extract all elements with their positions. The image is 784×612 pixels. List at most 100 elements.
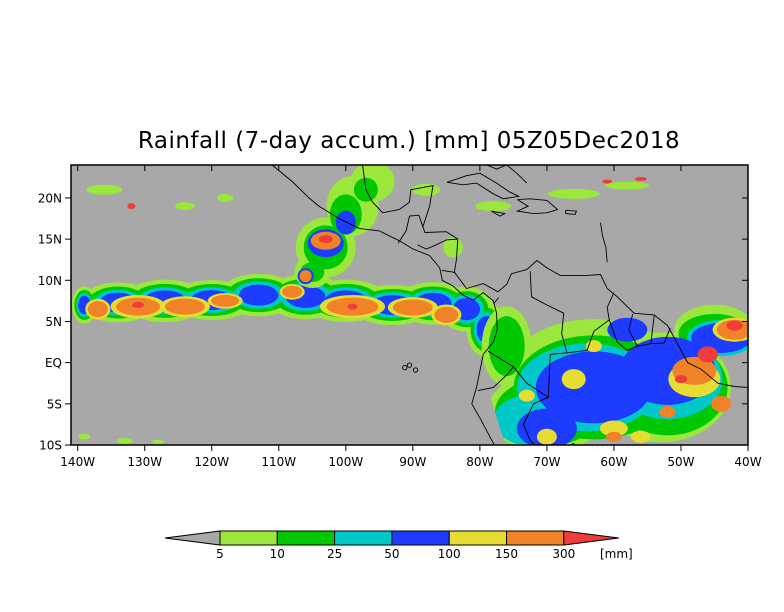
panama-border	[493, 297, 499, 304]
hispaniola-coastline	[515, 198, 559, 215]
rain-patch	[536, 428, 557, 445]
rain-patch	[282, 285, 303, 298]
rain-patch	[116, 437, 133, 444]
rain-patch	[174, 202, 195, 211]
lon-tick-label: 70W	[533, 455, 560, 469]
lat-tick-label: 10S	[39, 439, 62, 453]
rain-patch	[659, 406, 676, 419]
lon-tick-label: 110W	[261, 455, 296, 469]
colorbar-label: 50	[384, 547, 399, 561]
rain-patch	[602, 179, 613, 184]
rain-patch	[488, 316, 525, 377]
coastline-layer	[271, 165, 748, 445]
rain-patch	[674, 375, 687, 384]
puerto-rico-coastline	[565, 209, 578, 215]
rain-patch	[152, 439, 165, 444]
rain-patch	[697, 346, 718, 363]
rain-patch	[87, 301, 108, 318]
colorbar-bin	[219, 530, 278, 546]
colorbar-label: 25	[327, 547, 342, 561]
rain-patch	[726, 320, 743, 331]
bahamas-coastline	[486, 165, 528, 184]
lesser-antilles	[600, 222, 608, 263]
rain-patch	[412, 183, 441, 196]
colorbar-unit: [mm]	[600, 547, 633, 561]
fr-guiana-border	[650, 315, 655, 344]
lon-tick-label: 80W	[466, 455, 493, 469]
colorbar-bin	[334, 530, 393, 546]
lon-tick-label: 60W	[600, 455, 627, 469]
rain-patch	[335, 210, 356, 235]
lon-tick-label: 100W	[328, 455, 363, 469]
rain-patch	[630, 430, 651, 443]
colorbar-low-triangle	[164, 530, 221, 546]
colorbar-label: 300	[552, 547, 575, 561]
rain-patch	[211, 294, 240, 307]
rain-patch	[434, 306, 459, 323]
galapagos-island	[402, 364, 408, 371]
rain-patch	[443, 237, 464, 258]
rain-patch	[518, 389, 535, 402]
lon-tick-label: 50W	[667, 455, 694, 469]
rain-patch	[299, 270, 312, 283]
colorbar-bin	[391, 530, 450, 546]
rain-patch	[711, 395, 732, 412]
rain-patch	[238, 284, 279, 306]
colorbar-bin	[448, 530, 508, 546]
caribbean-atlantic-coastline	[362, 165, 748, 388]
lat-tick-label: 5N	[45, 315, 62, 329]
costa-rica-border	[441, 269, 456, 274]
guatemala-border	[397, 214, 424, 244]
lon-tick-label: 90W	[399, 455, 426, 469]
dry-coast-region	[470, 395, 506, 445]
axis-layer: 20N 15N 10N 5N EQ 5S 10S 140W 130W 120W 110W 100W 90…	[38, 165, 762, 469]
lon-tick-label: 40W	[734, 455, 761, 469]
rain-patch	[127, 203, 136, 210]
lat-tick-label: 20N	[38, 191, 62, 205]
rain-patch	[78, 433, 91, 440]
map-frame	[70, 164, 749, 446]
lat-tick-label: 10N	[38, 274, 62, 288]
bolivia-border	[568, 442, 576, 445]
rain-patch	[475, 201, 512, 212]
galapagos-island	[412, 367, 419, 373]
colombia-border	[487, 271, 568, 399]
rain-patch	[607, 317, 648, 342]
suriname-border	[628, 313, 638, 347]
cuba-coastline	[446, 172, 521, 200]
rain-patch	[561, 369, 586, 390]
rain-patch	[605, 431, 622, 442]
rain-patch	[132, 302, 145, 308]
rain-patch	[516, 408, 577, 445]
colorbar-label: 150	[495, 547, 518, 561]
lat-tick-label: 5S	[47, 397, 62, 411]
rain-patch	[547, 188, 600, 199]
honduras-border	[417, 238, 458, 250]
rain-patch	[605, 181, 650, 190]
lon-tick-label: 140W	[60, 455, 95, 469]
galapagos-island	[406, 362, 413, 368]
rain-patch	[347, 303, 358, 310]
rain-patch	[164, 298, 205, 315]
rain-patch	[392, 299, 433, 316]
lon-tick-label: 120W	[194, 455, 229, 469]
rain-patch	[634, 177, 647, 181]
rain-patch	[86, 184, 123, 195]
rain-patch	[217, 193, 234, 202]
colorbar: 5 10 25 50 100 150 300 [mm]	[164, 530, 633, 561]
lon-tick-label: 130W	[127, 455, 162, 469]
venezuela-border	[566, 292, 615, 354]
colorbar-label: 100	[438, 547, 461, 561]
jamaica-coastline	[491, 210, 507, 217]
ecuador-border	[477, 366, 514, 392]
colorbar-high-triangle	[563, 530, 619, 546]
colorbar-bin	[276, 530, 336, 546]
lat-tick-label: EQ	[45, 356, 62, 370]
colorbar-label: 10	[270, 547, 285, 561]
lat-tick-label: 15N	[38, 233, 62, 247]
page-title: Rainfall (7-day accum.) [mm] 05Z05Dec201…	[137, 128, 681, 154]
rainfall-layer	[71, 165, 748, 445]
rain-patch	[318, 235, 333, 244]
rain-patch	[599, 420, 628, 437]
